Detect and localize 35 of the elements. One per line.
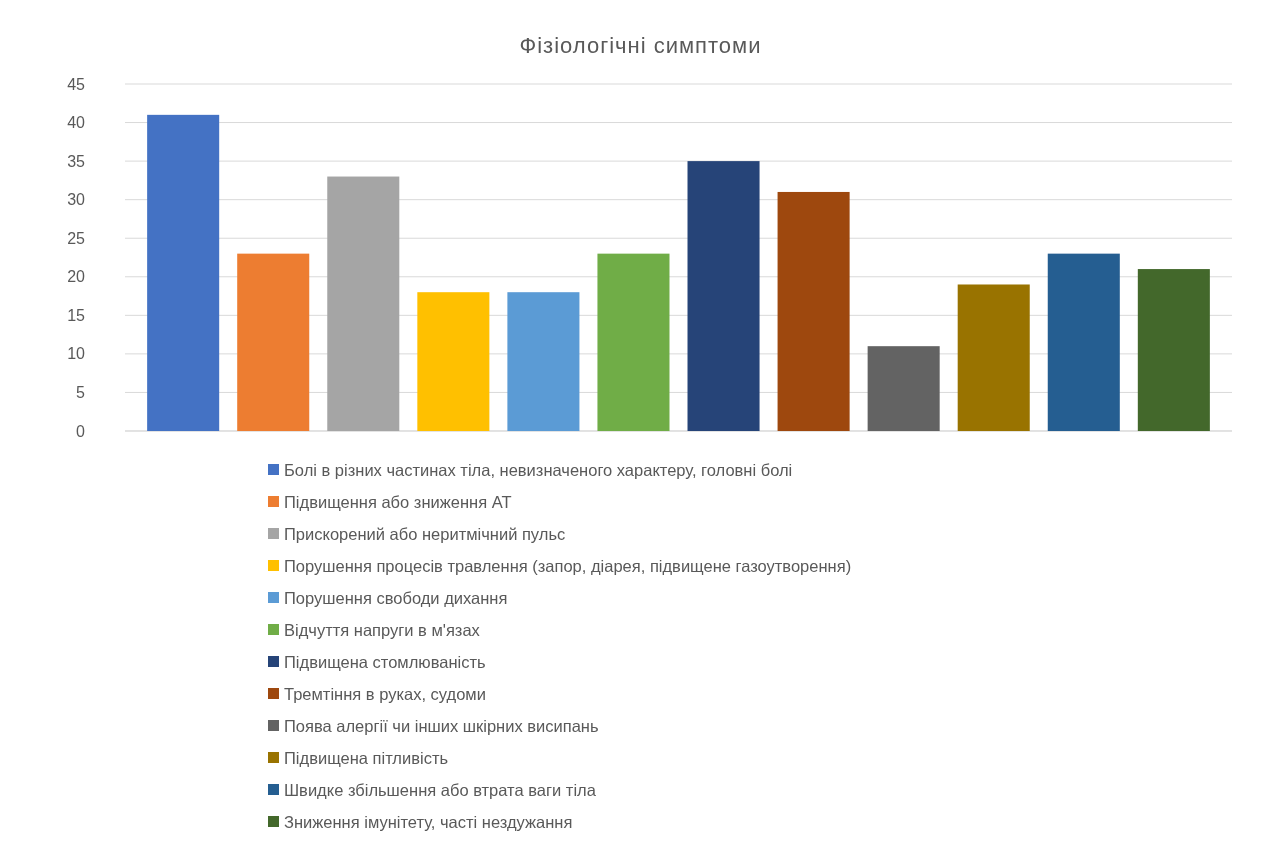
y-tick-label: 25 (67, 229, 86, 247)
legend-label: Тремтіння в руках, судоми (284, 684, 486, 703)
chart-title: Фізіологічні симптоми (519, 33, 762, 58)
bar (597, 253, 670, 431)
legend-label: Порушення свободи дихання (284, 588, 508, 607)
legend-label: Підвищена стомлюваність (284, 652, 486, 671)
y-tick-label: 10 (67, 345, 86, 363)
bar (507, 292, 580, 431)
legend-label: Підвищення або зниження АТ (284, 492, 512, 511)
bar (327, 176, 400, 431)
y-tick-label: 20 (67, 268, 86, 286)
legend-label: Поява алергії чи інших шкірних висипань (284, 716, 599, 735)
bar (867, 346, 940, 431)
legend-label: Порушення процесів травлення (запор, діарея, підвищене газоутворення) (284, 556, 852, 575)
bar (687, 161, 760, 431)
legend-label: Підвищена пітливість (284, 748, 449, 767)
legend-label: Зниження імунітету, часті нездужання (284, 812, 573, 831)
bar (777, 191, 850, 431)
y-tick-label: 0 (76, 422, 86, 440)
bar (1137, 269, 1210, 431)
bar (237, 253, 310, 431)
y-tick-label: 40 (67, 114, 86, 132)
y-tick-label: 30 (67, 191, 86, 209)
legend-label: Прискорений або неритмічний пульс (284, 524, 566, 543)
legend-label: Швидке збільшення або втрата ваги тіла (284, 780, 597, 799)
y-tick-label: 45 (67, 75, 86, 93)
y-tick-label: 35 (67, 152, 86, 170)
legend-label: Болі в різних частинах тіла, невизначеного характеру, головні болі (284, 460, 793, 479)
y-tick-label: 15 (67, 306, 86, 324)
bar (957, 284, 1030, 431)
bar (147, 114, 220, 431)
legend-label: Відчуття напруги в м'язах (284, 620, 481, 639)
y-tick-label: 5 (76, 384, 86, 402)
bar (417, 292, 490, 431)
bar (1047, 253, 1120, 431)
